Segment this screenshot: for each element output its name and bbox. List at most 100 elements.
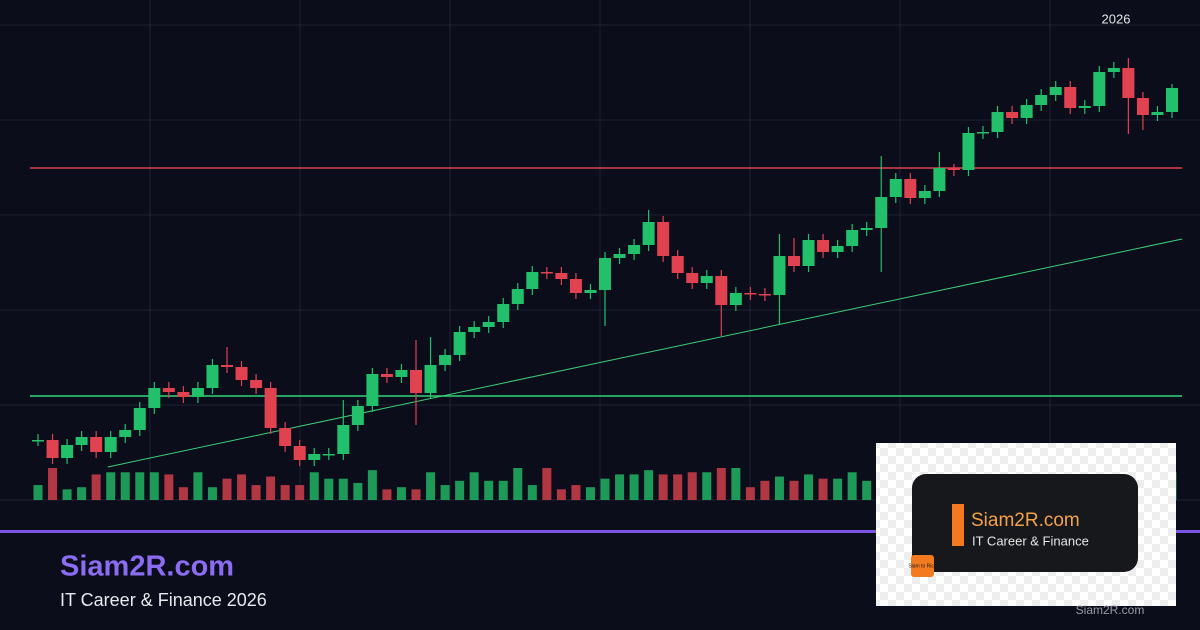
volume-bar [455, 480, 465, 500]
candle-body [482, 322, 495, 327]
volume-bar [498, 480, 508, 500]
volume-bar [324, 478, 334, 500]
volume-bar [469, 472, 479, 500]
volume-bar [760, 480, 770, 500]
volume-bar [440, 485, 450, 500]
volume-bar [847, 472, 857, 500]
candle-body [700, 276, 713, 283]
candle-body [831, 246, 844, 252]
candle-body [119, 430, 132, 437]
candle-body [715, 276, 728, 305]
candle-body [337, 425, 350, 454]
candle-body [61, 445, 74, 458]
candle-body [889, 179, 902, 197]
volume-bar [774, 476, 784, 500]
volume-bar [77, 487, 87, 500]
candle-body [395, 370, 408, 377]
volume-bar [542, 468, 552, 500]
candle-body [162, 388, 175, 392]
candle-body [497, 304, 510, 322]
candle-body [1020, 105, 1033, 118]
volume-bar [862, 480, 872, 500]
volume-bar [527, 485, 537, 500]
candle-body [875, 197, 888, 228]
volume-bar [48, 468, 58, 500]
candle-body [1035, 95, 1048, 105]
candle-body [686, 273, 699, 283]
volume-bar [556, 489, 566, 500]
candle-body [1006, 112, 1019, 118]
candle-body [148, 388, 161, 408]
candle-body [628, 245, 641, 254]
candle-body [250, 380, 263, 388]
volume-bar [120, 472, 130, 500]
candle-body [555, 273, 568, 279]
candle-body [729, 293, 742, 305]
candle-body [410, 370, 422, 393]
candle-body [104, 437, 117, 452]
volume-bar [426, 472, 436, 500]
volume-bar [804, 474, 814, 500]
volume-bar [644, 470, 654, 500]
volume-bar [629, 474, 639, 500]
candle-body [424, 365, 437, 393]
volume-bar [106, 472, 116, 500]
candle-body [788, 256, 800, 266]
candle-body [511, 289, 524, 304]
logo-accent [952, 504, 964, 546]
candle-body [1136, 98, 1149, 115]
volume-bar [745, 487, 755, 500]
logo: Siam2R.com IT Career & Finance Siam to R… [876, 443, 1176, 606]
volume-bar [222, 478, 232, 500]
candle-body [526, 272, 539, 289]
candle-body [758, 294, 771, 296]
candle-body [221, 365, 233, 367]
volume-bar [237, 474, 247, 500]
candle-body [1107, 68, 1120, 72]
candle-body [264, 388, 277, 428]
volume-bar [571, 485, 581, 500]
candle-body [657, 222, 670, 256]
volume-bar [193, 472, 203, 500]
volume-bar [789, 480, 799, 500]
candle-body [744, 293, 757, 295]
year-label: 2026 [1102, 11, 1131, 26]
logo-card [912, 474, 1138, 572]
volume-bar [615, 474, 625, 500]
volume-bar [658, 474, 668, 500]
candle-body [32, 440, 44, 442]
logo-badge-text: Siam to Rich [908, 563, 937, 569]
candle-body [1151, 112, 1164, 115]
candle-body [540, 272, 553, 274]
candle-body [1093, 72, 1106, 106]
volume-bar [673, 474, 683, 500]
candle-body [962, 133, 975, 170]
candle-body [773, 256, 786, 295]
volume-bar [266, 476, 276, 500]
volume-bar [585, 487, 595, 500]
candle-body [191, 388, 204, 397]
divider [0, 530, 1200, 533]
volume-bar [687, 472, 697, 500]
candle-body [439, 355, 452, 365]
volume-bar [33, 485, 43, 500]
candle-body [1166, 88, 1178, 112]
grid [0, 0, 1200, 501]
volume-bar [178, 487, 188, 500]
candle-body [1122, 68, 1135, 98]
volume-bar [149, 472, 159, 500]
volume-bar [716, 468, 726, 500]
candle-body [468, 327, 481, 332]
candle-body [453, 332, 466, 355]
volume-bar [353, 482, 363, 500]
candle-body [933, 168, 946, 191]
candle-body [380, 374, 393, 377]
volume-bar [818, 478, 828, 500]
candle-body [846, 230, 859, 246]
logo-badge [911, 555, 934, 577]
candle-body [569, 279, 582, 293]
volume-bar [280, 485, 290, 500]
footer-subtitle: IT Career & Finance 2026 [60, 590, 267, 610]
candle-body [366, 374, 379, 406]
